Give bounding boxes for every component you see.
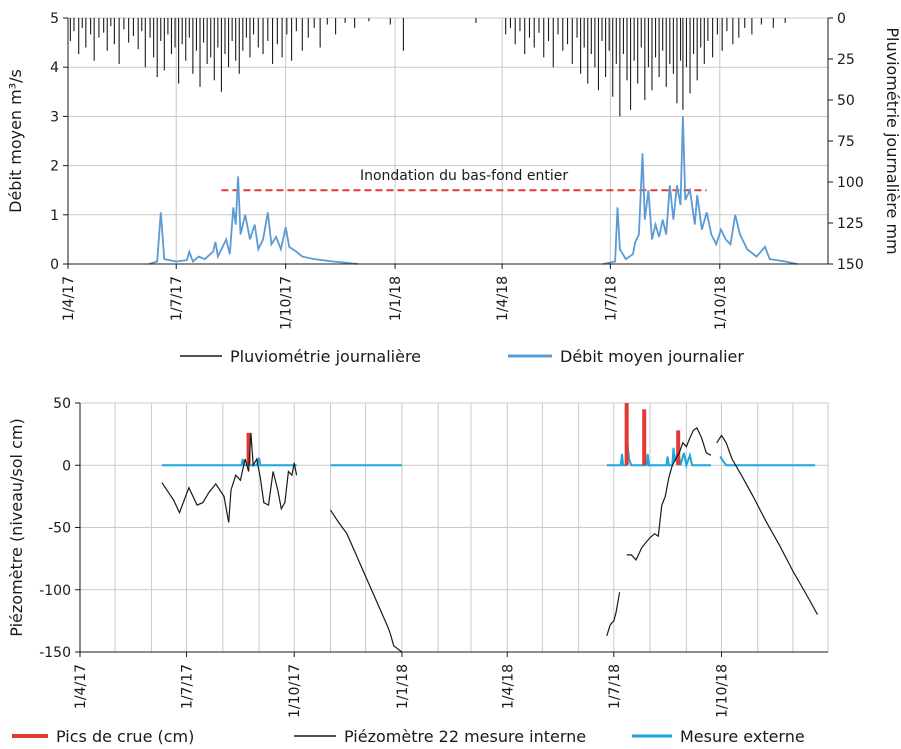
x-tick-label: 1/10/17 [287,664,303,718]
bottom-legend: Pics de crue (cm) Piézomètre 22 mesure in… [12,727,805,746]
legend-label-discharge: Débit moyen journalier [560,347,744,366]
external-measure-line [161,457,297,467]
x-tick-label: 1/10/17 [279,276,295,330]
y2-tick-label: 75 [837,134,855,150]
bottom-chart: -150 -100 -50 0 50 1/4/17 1/7/17 1/10/17 1/1/18 1… [7,396,829,718]
flood-peak-bar [642,409,647,466]
y-tick-label: 2 [50,159,59,175]
x-tick-label: 1/7/18 [607,664,623,709]
x-tick-label: 1/1/18 [395,664,411,709]
y-tick-label: 3 [50,109,59,125]
discharge-line [148,116,798,265]
external-measure-line [606,446,711,470]
y-axis-label: Débit moyen m³/s [6,69,25,213]
piezometer-line [161,432,298,523]
piezometer-line [606,592,621,636]
y2-tick-label: 100 [837,175,864,191]
x-tick-label: 1/10/18 [714,664,730,718]
y-tick-label: -150 [39,645,71,661]
flood-annotation: Inondation du bas-fond entier [360,168,568,184]
piezometer-line [716,434,819,615]
top-legend: Pluviométrie journalière Débit moyen jour… [180,347,744,366]
piezometer-line [626,426,712,561]
flood-peak-bar [676,430,681,466]
x-tick-label: 1/1/18 [388,276,404,321]
y2-tick-label: 150 [837,257,864,273]
y-tick-label: 1 [50,208,59,224]
x-tick-label: 1/7/17 [180,664,196,709]
x-tick-label: 1/4/18 [495,276,511,321]
flood-peak-bar [246,432,251,466]
legend-label-flood-peaks: Pics de crue (cm) [56,727,194,746]
x-tick-label: 1/7/18 [603,276,619,321]
y-tick-label: 50 [53,396,71,412]
y2-axis-label: Pluviométrie journalière mm [883,27,901,254]
y2-tick-label: 125 [837,216,864,232]
flood-peak-bar [624,403,629,466]
y2-tick-label: 25 [837,52,855,68]
y-tick-label: -100 [39,583,71,599]
x-tick-label: 1/7/17 [169,276,185,321]
y-tick-label: 5 [50,11,59,27]
legend-label-piezometer: Piézomètre 22 mesure interne [344,727,586,746]
y-tick-label: 0 [50,257,59,273]
external-measure-line [719,455,816,467]
piezometer-line [329,509,403,653]
y-tick-label: -50 [48,521,71,537]
legend-label-rainfall: Pluviométrie journalière [230,347,421,366]
y2-tick-label: 0 [837,11,846,27]
y-tick-label: 0 [62,458,71,474]
x-tick-label: 1/4/17 [73,664,89,709]
x-tick-label: 1/4/17 [61,276,77,321]
y-tick-label: 4 [50,60,59,76]
x-tick-label: 1/4/18 [500,664,516,709]
y-axis-label: Piézomètre (niveau/sol cm) [7,418,26,636]
legend-label-external: Mesure externe [680,727,805,746]
y2-tick-label: 50 [837,93,855,109]
x-tick-label: 1/10/18 [713,276,729,330]
